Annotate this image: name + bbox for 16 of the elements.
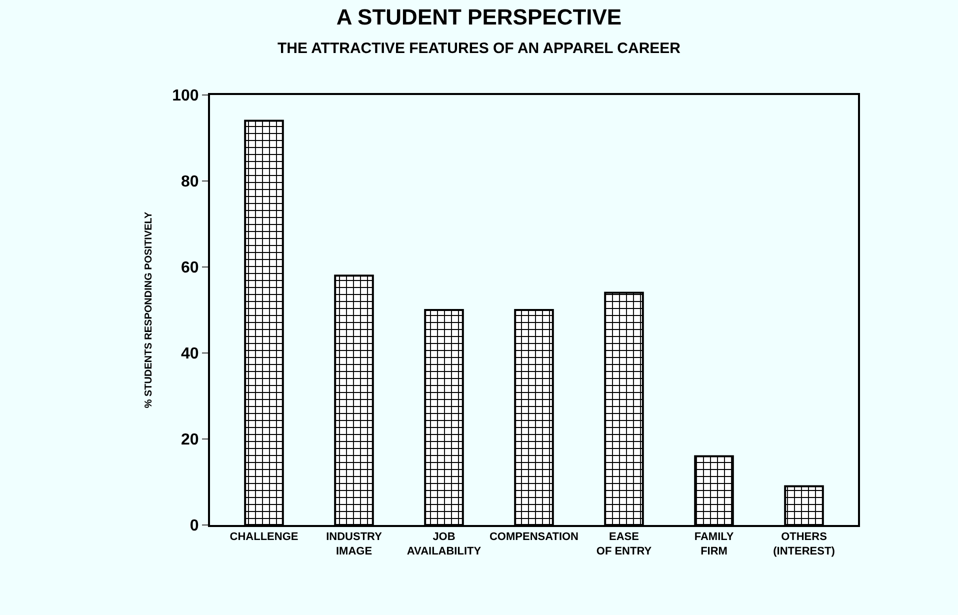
y-tick-label: 20: [181, 432, 199, 449]
y-tick-label: 100: [172, 88, 199, 105]
x-tick-label: COMPENSATION: [489, 531, 579, 544]
x-tick-label: OTHERS (INTEREST): [773, 531, 836, 558]
x-tick-label: FAMILY FIRM: [694, 531, 734, 558]
x-tick-label: INDUSTRY IMAGE: [326, 531, 383, 558]
x-tick-label: CHALLENGE: [230, 531, 298, 544]
y-tick-label: 60: [181, 260, 199, 277]
chart-subtitle: THE ATTRACTIVE FEATURES OF AN APPAREL CAREER: [277, 40, 681, 58]
x-tick-label: EASE OF ENTRY: [596, 531, 652, 558]
y-tick-label: 40: [181, 346, 199, 363]
y-tick-label: 0: [190, 518, 199, 535]
x-tick-label: JOB AVAILABILITY: [406, 531, 482, 558]
y-axis-title: % STUDENTS RESPONDING POSITIVELY: [144, 212, 155, 408]
y-tick-label: 80: [181, 174, 199, 191]
chart-title: A STUDENT PERSPECTIVE: [336, 4, 622, 30]
